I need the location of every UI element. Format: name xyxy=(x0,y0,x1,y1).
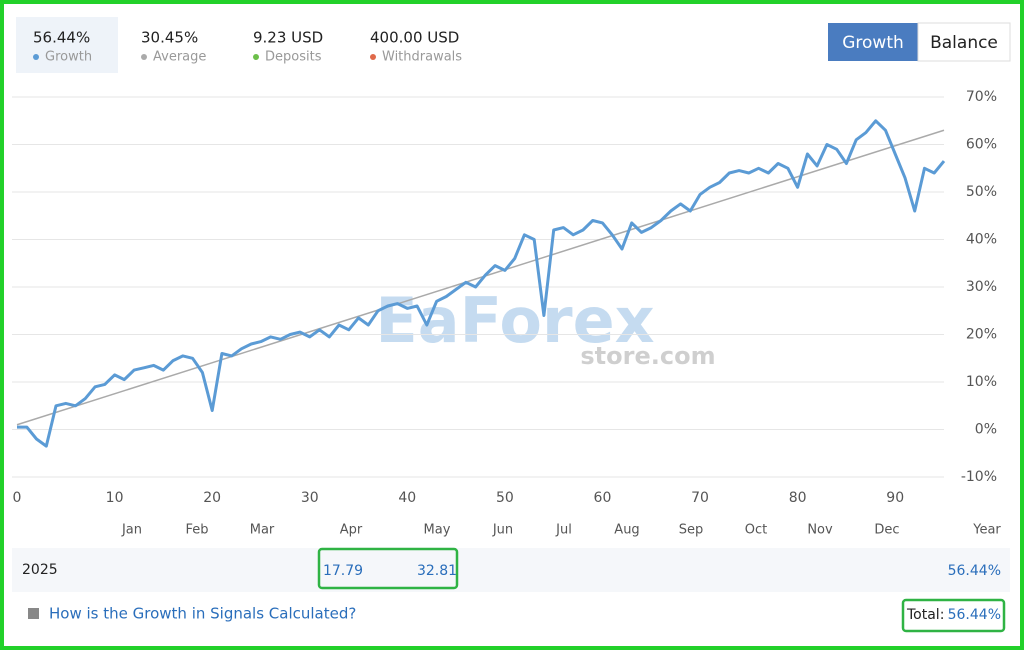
x-tick-label: 0 xyxy=(13,490,22,506)
month-label: Sep xyxy=(679,523,704,538)
stat-highlight xyxy=(16,17,118,73)
stat-value: 30.45% xyxy=(141,29,198,47)
x-tick-label: 50 xyxy=(496,490,514,506)
month-label: May xyxy=(424,523,451,538)
x-tick-label: 90 xyxy=(886,490,904,506)
table-row-bg xyxy=(12,548,1010,592)
stat-label: Average xyxy=(153,50,206,65)
month-label: Jun xyxy=(492,523,513,538)
month-label: Mar xyxy=(250,523,275,538)
row-year: 2025 xyxy=(22,562,58,578)
stat-value: 56.44% xyxy=(33,29,90,47)
info-icon xyxy=(28,608,39,619)
tab-label[interactable]: Balance xyxy=(930,33,998,53)
total-label: Total: xyxy=(906,607,944,623)
y-tick-label: -10% xyxy=(961,469,997,485)
tab[interactable] xyxy=(917,22,1011,62)
month-label: Dec xyxy=(874,523,899,538)
stat-label: Growth xyxy=(45,50,92,65)
month-label: Jul xyxy=(555,523,572,538)
table-cell: 17.79 xyxy=(323,563,363,579)
table-cell: 56.44% xyxy=(948,563,1001,579)
x-tick-label: 20 xyxy=(203,490,221,506)
stat-value: 400.00 USD xyxy=(370,29,459,47)
y-tick-label: 60% xyxy=(966,137,997,153)
y-tick-label: 30% xyxy=(966,279,997,295)
y-tick-label: 40% xyxy=(966,232,997,248)
watermark: store.com xyxy=(580,342,715,370)
total-value: 56.44% xyxy=(948,607,1001,623)
month-label: Oct xyxy=(745,523,767,538)
stat-value: 9.23 USD xyxy=(253,29,323,47)
trend-line xyxy=(16,129,945,426)
month-label: Year xyxy=(972,523,1001,538)
x-tick-label: 10 xyxy=(106,490,124,506)
x-tick-label: 40 xyxy=(398,490,416,506)
x-tick-label: 60 xyxy=(594,490,612,506)
highlight-box xyxy=(901,598,1006,633)
x-tick-label: 30 xyxy=(301,490,319,506)
y-tick-label: 70% xyxy=(966,89,997,105)
legend-dot xyxy=(33,54,39,60)
table-cell: 32.81 xyxy=(417,563,457,579)
legend-dot xyxy=(253,54,259,60)
legend-dot xyxy=(141,54,147,60)
growth-line xyxy=(17,119,946,448)
y-tick-label: 10% xyxy=(966,374,997,390)
y-tick-label: 20% xyxy=(966,327,997,343)
help-link[interactable]: How is the Growth in Signals Calculated? xyxy=(49,605,356,623)
tab-label[interactable]: Growth xyxy=(842,33,904,53)
y-tick-label: 50% xyxy=(966,184,997,200)
tab-active[interactable] xyxy=(828,23,918,61)
month-label: Apr xyxy=(340,523,363,538)
highlight-box xyxy=(317,547,459,590)
month-label: Nov xyxy=(807,523,833,538)
x-tick-label: 70 xyxy=(691,490,709,506)
month-label: Jan xyxy=(121,523,142,538)
month-label: Feb xyxy=(185,523,208,538)
stat-label: Deposits xyxy=(265,50,322,65)
y-tick-label: 0% xyxy=(975,422,997,438)
x-tick-label: 80 xyxy=(789,490,807,506)
legend-dot xyxy=(370,54,376,60)
month-label: Aug xyxy=(614,523,639,538)
stat-label: Withdrawals xyxy=(382,50,462,65)
